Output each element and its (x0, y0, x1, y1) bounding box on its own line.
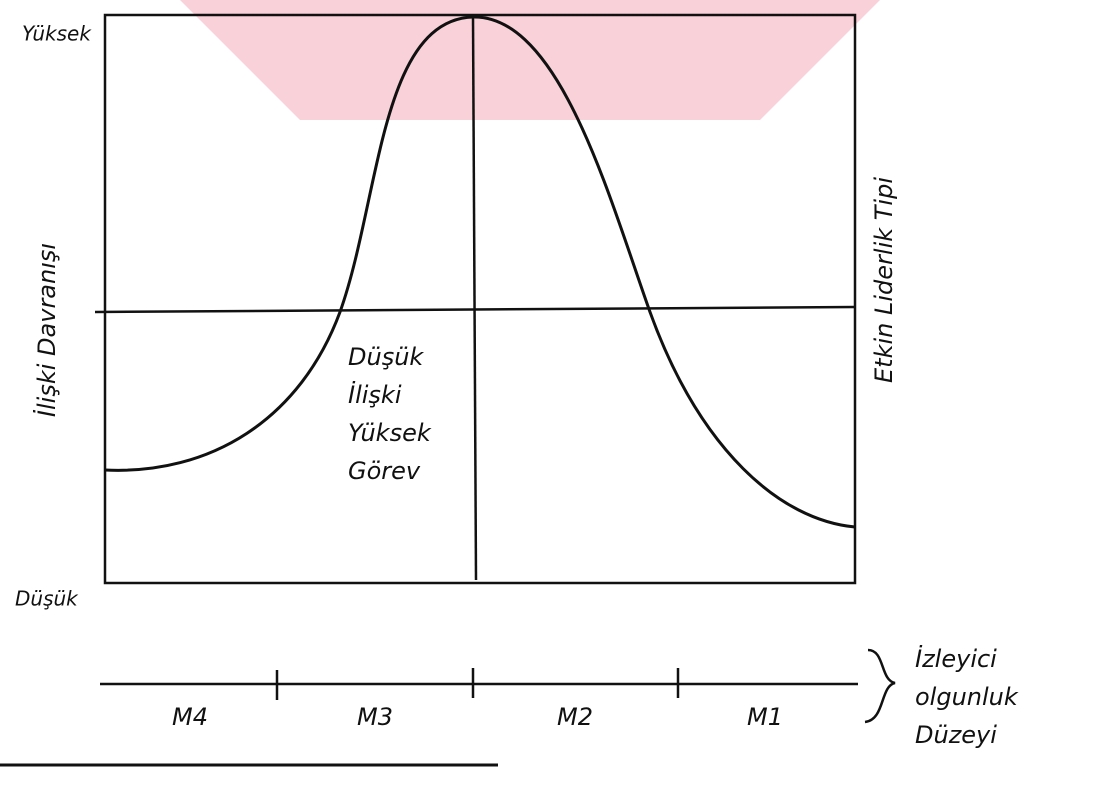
maturity-label: İzleyici olgunluk Düzeyi (915, 644, 1019, 749)
quadrant-line: İlişki (348, 380, 402, 409)
maturity-level: M1 (747, 703, 783, 731)
maturity-label-line: Düzeyi (915, 721, 997, 749)
maturity-levels: M4 M3 M2 M1 (172, 703, 783, 731)
frame (0, 13, 896, 767)
left-label: İlişki Davranışı (32, 243, 61, 417)
right-label: Etkin Liderlik Tipi (870, 177, 898, 383)
watermark (180, 0, 880, 120)
quadrant-line: Yüksek (348, 419, 432, 447)
center-line (471, 16, 478, 581)
maturity-label-line: olgunluk (915, 683, 1019, 711)
low-label: Düşük (15, 587, 79, 611)
quadrant-text: Düşük İlişki Yüksek Görev (348, 343, 432, 485)
quadrant-line: Görev (348, 457, 421, 485)
maturity-level: M3 (357, 703, 393, 731)
plot-box (103, 13, 857, 585)
maturity-level: M2 (557, 703, 593, 731)
high-label: Yüksek (22, 22, 92, 46)
brace (864, 648, 896, 724)
curve (104, 15, 856, 529)
maturity-level: M4 (172, 703, 208, 731)
maturity-label-line: İzleyici (915, 644, 997, 673)
quadrant-line: Düşük (348, 343, 424, 371)
